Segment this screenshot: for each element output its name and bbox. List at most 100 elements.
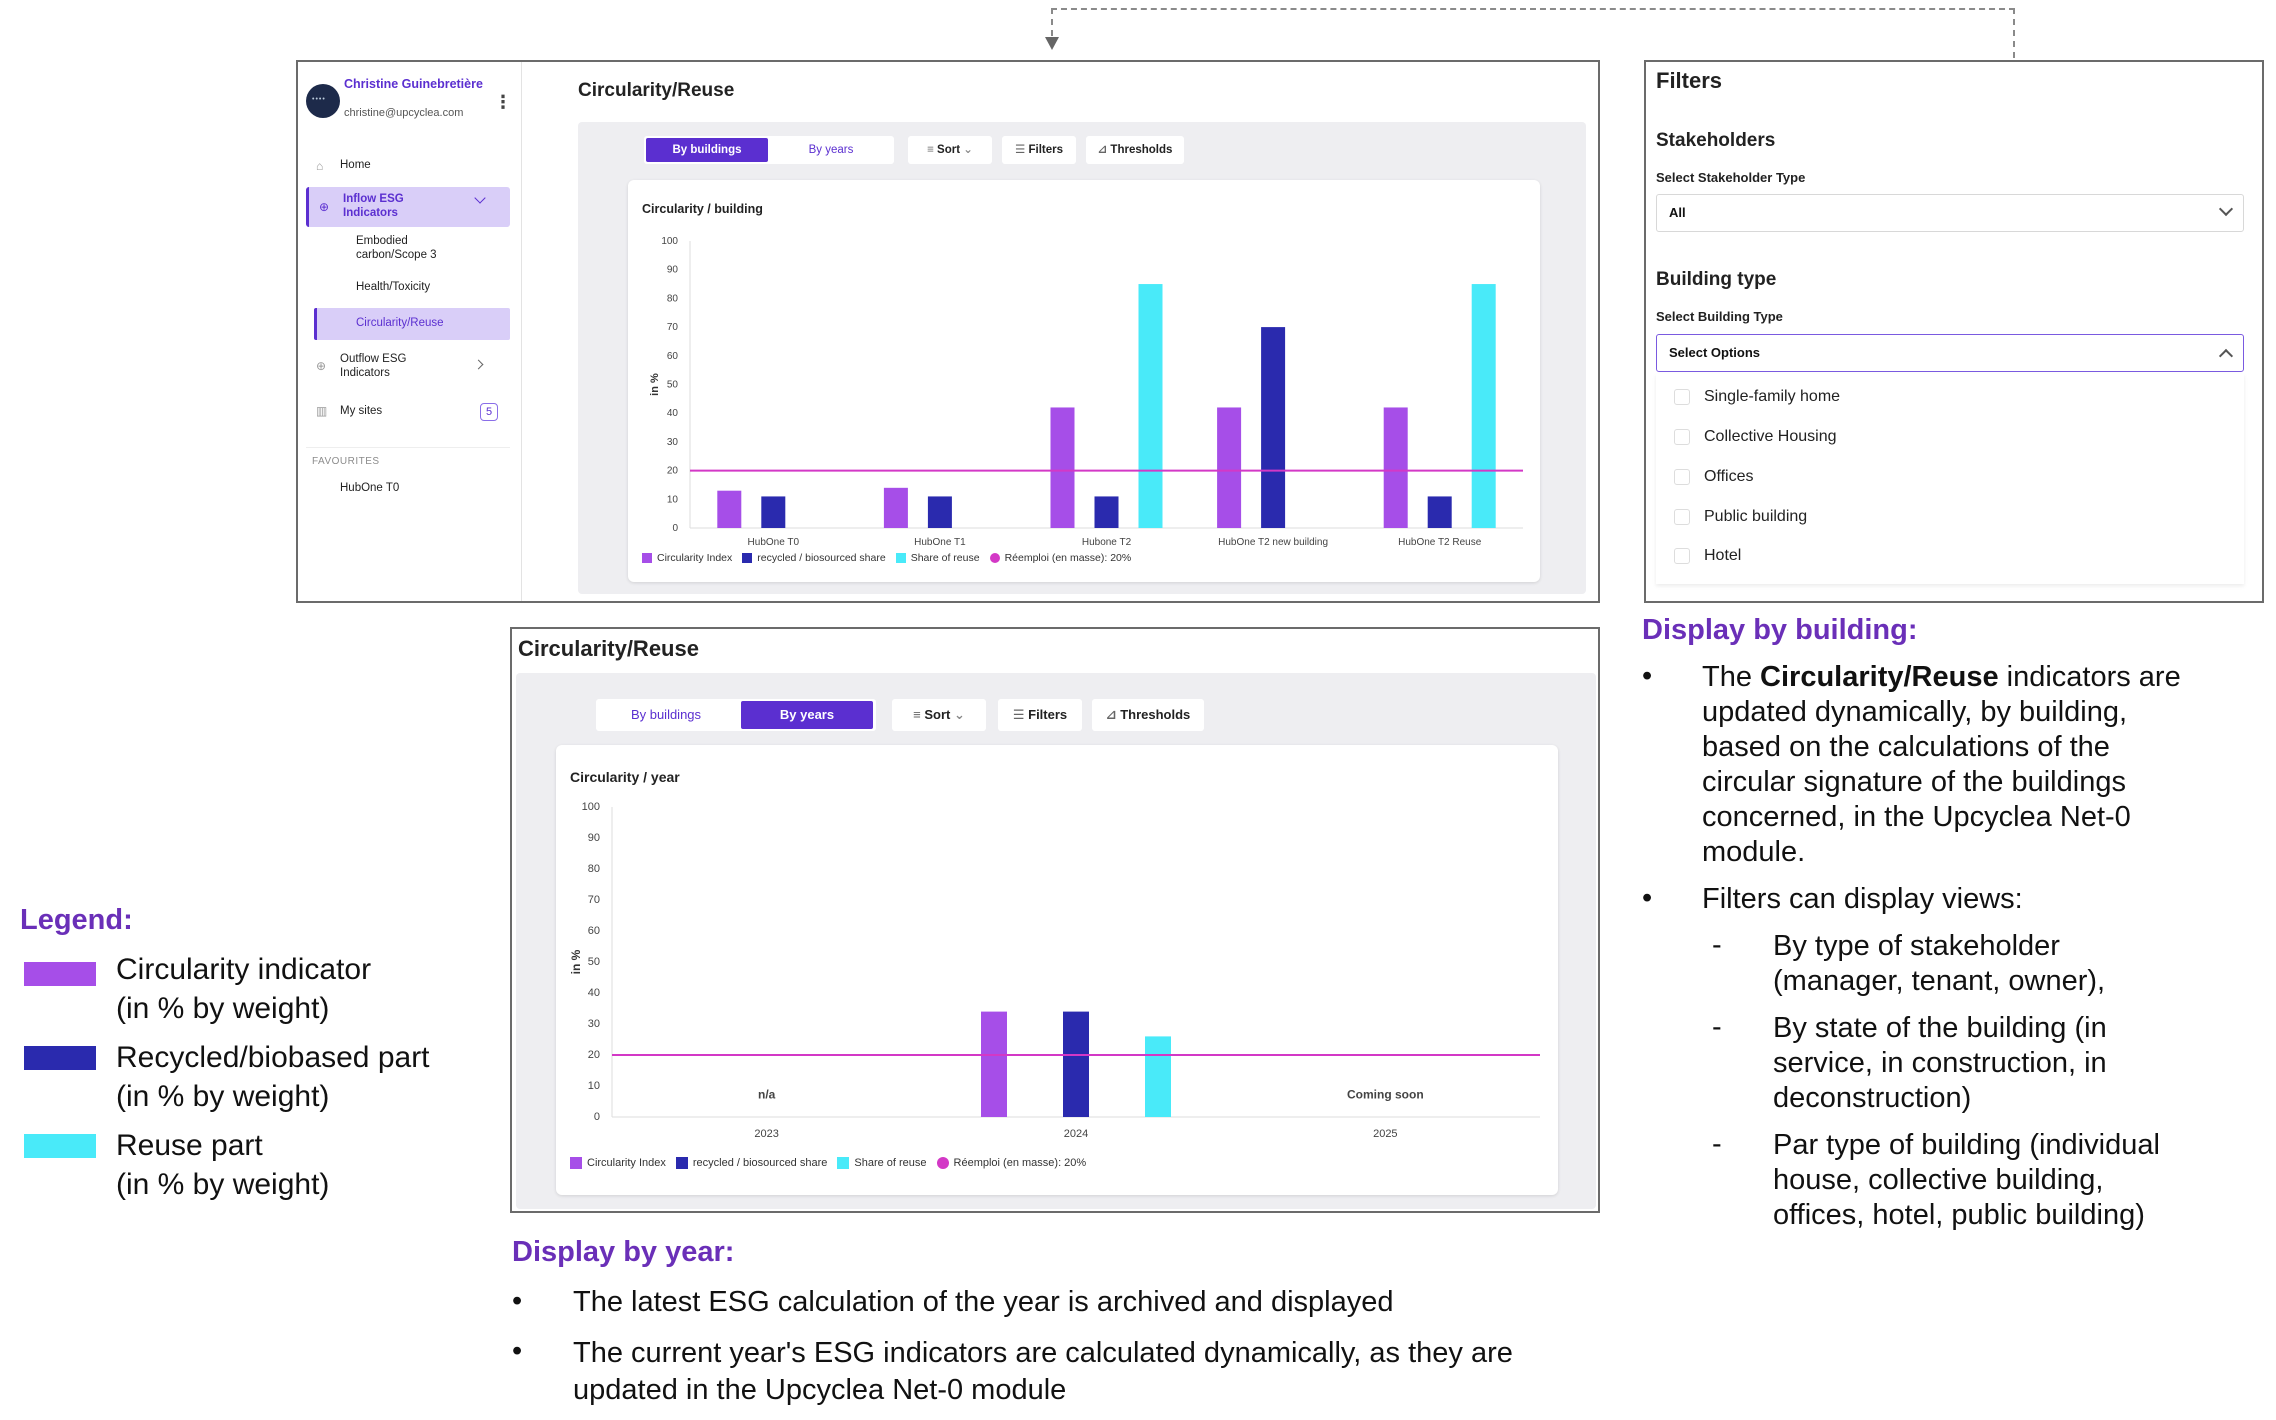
favourite-label: HubOne T0 (340, 482, 400, 494)
option-label: Public building (1704, 508, 1808, 525)
sidebar-item-home[interactable]: ⌂ Home (306, 154, 510, 178)
y-tick-label: 70 (588, 894, 600, 906)
tab-by-years[interactable]: By years (741, 701, 873, 729)
building-icon: ▥ (316, 404, 328, 418)
legend-heading: Legend: (20, 904, 133, 936)
chart-area: By buildings By years ≡ Sort ⌄ ☰ Filters… (516, 673, 1596, 1209)
legend-item[interactable]: recycled / biosourced share (742, 552, 886, 564)
sidebar-subitem-health-toxicity[interactable]: Health/Toxicity (306, 279, 510, 299)
tab-by-buildings[interactable]: By buildings (630, 707, 702, 722)
legend-label: Réemploi (en masse): 20% (953, 1157, 1087, 1169)
legend-item[interactable]: Share of reuse (895, 552, 980, 564)
y-tick-label: 20 (588, 1049, 600, 1061)
tab-by-buildings[interactable]: By buildings (646, 138, 768, 162)
y-tick-label: 80 (588, 863, 600, 875)
y-tick-label: 40 (588, 987, 600, 999)
legend-item[interactable]: Circularity Index (570, 1157, 666, 1169)
y-tick-label: 30 (588, 1018, 600, 1030)
sort-button[interactable]: ≡ Sort ⌄ (892, 699, 986, 731)
thresholds-button[interactable]: ⊿ Thresholds (1092, 699, 1204, 731)
thresholds-icon: ⊿ (1097, 144, 1111, 156)
legend-item[interactable]: recycled / biosourced share (675, 1157, 827, 1169)
by-building-text-1: The Circularity/Reuse indicators are upd… (1702, 660, 2202, 870)
filter-icon: ☰ (1014, 144, 1029, 156)
bar (1217, 407, 1242, 528)
y-tick-label: 0 (672, 523, 678, 534)
option-public-building[interactable]: Public building (1674, 508, 1807, 526)
bar (717, 490, 742, 528)
top-app-screenshot: Christine Guinebretière christine@upcycl… (296, 60, 1600, 603)
legend-swatch (570, 1157, 582, 1169)
sidebar-subitem-embodied-carbon[interactable]: Embodied carbon/Scope 3 (306, 234, 510, 264)
bar (1094, 496, 1119, 528)
stakeholder-type-select[interactable]: All (1656, 194, 2244, 232)
filters-button[interactable]: ☰ Filters (998, 699, 1082, 731)
dash-icon: - (1712, 1011, 1722, 1043)
y-tick-label: 10 (588, 1080, 600, 1092)
sidebar-item-my-sites[interactable]: ▥ My sites 5 (306, 400, 510, 424)
bottom-app-screenshot: Circularity/Reuse By buildings By years … (510, 627, 1600, 1213)
chevron-down-icon (474, 192, 486, 204)
sort-icon: ≡ (927, 144, 938, 156)
checkbox[interactable] (1674, 509, 1690, 525)
sidebar-subitem-circularity-reuse[interactable]: Circularity/Reuse (314, 308, 510, 340)
legend-item[interactable]: Share of reuse (837, 1157, 927, 1169)
more-options-icon[interactable]: ⋮ (494, 92, 512, 112)
legend-label: Share of reuse (910, 552, 980, 564)
bullet-icon: • (1642, 882, 1653, 914)
by-year-text-1: The latest ESG calculation of the year i… (573, 1286, 1394, 1318)
tab-by-years[interactable]: By years (808, 144, 854, 156)
option-single-family-home[interactable]: Single-family home (1674, 388, 1840, 406)
sidebar-item-label: Outflow ESG Indicators (340, 353, 407, 379)
checkbox[interactable] (1674, 389, 1690, 405)
favourite-item[interactable]: HubOne T0 (306, 480, 510, 500)
reuse-swatch (24, 1134, 96, 1158)
bar (1427, 496, 1452, 528)
legend-swatch (895, 553, 906, 563)
legend-item[interactable]: Circularity Index (642, 552, 732, 564)
option-hotel[interactable]: Hotel (1674, 547, 1741, 565)
view-toggle: By buildings By years (596, 699, 876, 731)
legend-item-2: Recycled/biobased part (in % by weight) (116, 1038, 430, 1116)
outflow-icon: ⊕ (316, 359, 327, 373)
bar (761, 496, 786, 528)
option-offices[interactable]: Offices (1674, 468, 1754, 486)
legend-dot (989, 553, 1000, 563)
view-toggle: By buildings By years (644, 136, 894, 164)
sidebar-item-outflow-esg[interactable]: ⊕ Outflow ESG Indicators (306, 349, 510, 383)
by-building-sub-2: By state of the building (in service, in… (1773, 1012, 2107, 1114)
sidebar: Christine Guinebretière christine@upcycl… (298, 62, 522, 601)
chevron-up-icon (2218, 348, 2234, 364)
filters-title: Filters (1656, 68, 1723, 93)
legend-item[interactable]: Réemploi (en masse): 20% (989, 552, 1131, 564)
bullet-icon: • (512, 1335, 523, 1367)
legend-dot (936, 1157, 949, 1169)
stakeholders-title: Stakeholders (1656, 130, 1776, 151)
dash-icon: - (1712, 1128, 1722, 1160)
legend-item[interactable]: Réemploi (en masse): 20% (936, 1157, 1087, 1169)
sort-button[interactable]: ≡ Sort ⌄ (908, 136, 992, 164)
checkbox[interactable] (1674, 469, 1690, 485)
y-tick-label: 80 (667, 293, 679, 304)
divider (306, 447, 510, 448)
legend-label: Circularity Index (587, 1157, 666, 1169)
sidebar-item-inflow-esg[interactable]: ⊕ Inflow ESG Indicators (306, 187, 510, 227)
option-collective-housing[interactable]: Collective Housing (1674, 428, 1837, 446)
checkbox[interactable] (1674, 548, 1690, 564)
sidebar-item-label: Health/Toxicity (356, 281, 431, 293)
inflow-icon: ⊕ (319, 200, 330, 214)
bar (1261, 327, 1286, 528)
filters-button[interactable]: ☰ Filters (1002, 136, 1076, 164)
y-tick-label: 90 (667, 265, 679, 276)
checkbox[interactable] (1674, 429, 1690, 445)
page-title: Circularity/Reuse (578, 80, 735, 101)
by-building-heading: Display by building: (1642, 614, 1918, 646)
avatar[interactable] (306, 84, 340, 118)
option-label: Collective Housing (1704, 428, 1837, 445)
y-axis-label: in % (649, 373, 661, 396)
bar (927, 496, 952, 528)
thresholds-button[interactable]: ⊿ Thresholds (1086, 136, 1184, 164)
building-type-select[interactable]: Select Options (1656, 334, 2244, 372)
by-building-sub-3: Par type of building (individual house, … (1773, 1129, 2160, 1231)
